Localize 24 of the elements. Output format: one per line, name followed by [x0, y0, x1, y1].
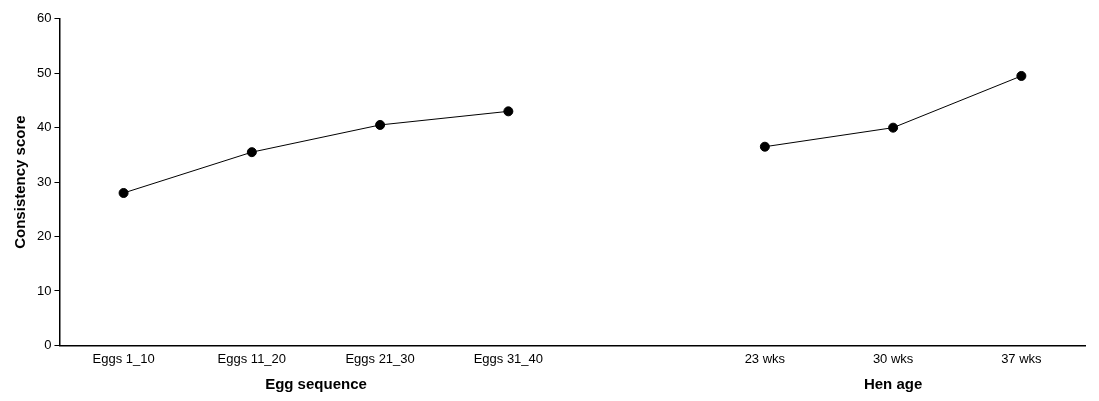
- y-tick-label: 20: [36, 228, 52, 244]
- point: [375, 119, 386, 130]
- y-tick-label: 60: [36, 10, 52, 26]
- y-tick-label: 0: [44, 336, 52, 352]
- point: [759, 141, 770, 152]
- y-tick-label: 40: [36, 119, 52, 135]
- x-tick-label: Eggs 11_20: [217, 350, 287, 366]
- point: [503, 106, 514, 117]
- point: [1016, 70, 1027, 81]
- y-tick-label: 30: [36, 173, 52, 189]
- x-tick-label: 23 wks: [744, 350, 786, 366]
- point: [118, 187, 129, 198]
- text: Egg sequence: [265, 374, 367, 392]
- point: [246, 147, 257, 158]
- x-tick-label: Eggs 21_30: [345, 350, 415, 366]
- text: Hen age: [863, 374, 923, 392]
- y-tick-label: 50: [36, 64, 52, 80]
- point: [888, 122, 899, 133]
- y-axis-title: Consistency score: [11, 115, 29, 249]
- y-tick-label: 10: [36, 282, 52, 298]
- x-tick-label: Eggs 1_10: [92, 350, 155, 366]
- x-tick-label: 37 wks: [1001, 350, 1043, 366]
- x-tick-label: 30 wks: [872, 350, 914, 366]
- x-tick-label: Eggs 31_40: [473, 350, 544, 366]
